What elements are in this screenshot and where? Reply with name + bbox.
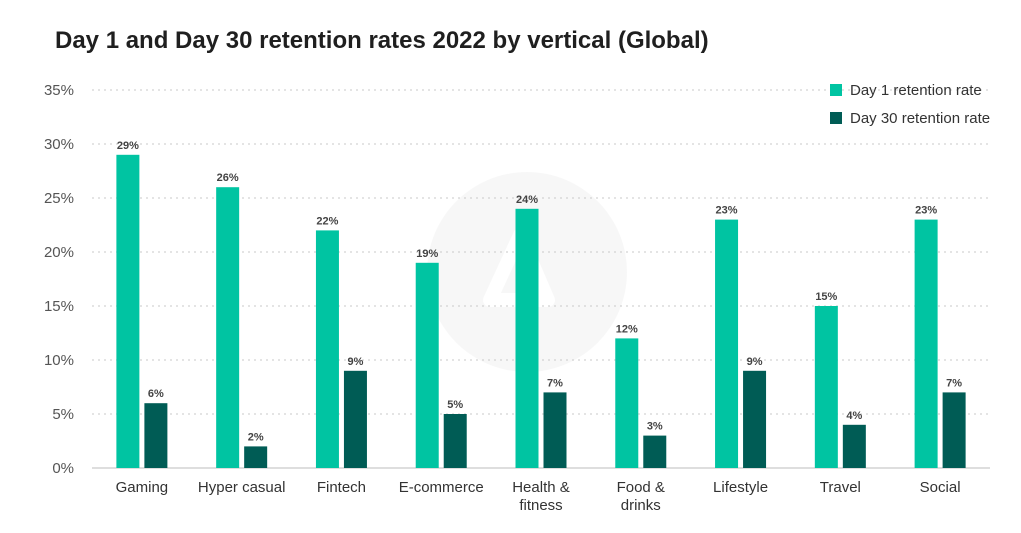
y-tick-label: 10%: [44, 352, 74, 369]
bar-value-label: 12%: [616, 323, 638, 335]
bar-value-label: 3%: [647, 421, 663, 433]
bar: [244, 446, 268, 468]
bar: [814, 306, 838, 468]
bar-value-label: 29%: [117, 140, 139, 152]
legend: Day 1 retention rate Day 30 retention rat…: [830, 82, 990, 127]
y-tick-label: 20%: [44, 244, 74, 261]
bar: [315, 230, 339, 468]
y-tick-label: 15%: [44, 298, 74, 315]
category-label: Hyper casual: [198, 479, 286, 496]
chart-title: Day 1 and Day 30 retention rates 2022 by…: [55, 27, 709, 54]
bar-value-label: 23%: [915, 205, 937, 217]
bar: [343, 370, 367, 468]
bar-value-label: 23%: [716, 205, 738, 217]
bar-value-label: 26%: [217, 172, 239, 184]
category-label: Social: [920, 479, 961, 496]
bar: [543, 392, 567, 468]
category-label: Fintech: [317, 479, 366, 496]
bar-value-label: 24%: [516, 194, 538, 206]
bar: [443, 414, 467, 468]
bar: [415, 262, 439, 468]
category-label: Food & drinks: [617, 479, 665, 514]
bar-value-label: 9%: [747, 356, 763, 368]
category-label: Travel: [820, 479, 861, 496]
x-axis-labels: Gaming Hyper casual Fintech E-commerce Healt…: [116, 479, 961, 514]
category-label: Lifestyle: [713, 479, 768, 496]
bar: [842, 424, 866, 468]
legend-swatch: [830, 112, 842, 124]
bar: [515, 208, 539, 469]
bar: [216, 187, 240, 468]
category-label: E-commerce: [399, 479, 484, 496]
y-tick-label: 5%: [52, 406, 74, 423]
bar: [715, 219, 739, 468]
bar-value-label: 19%: [416, 248, 438, 260]
bar-value-label: 7%: [547, 377, 563, 389]
y-axis: 0% 5% 10% 15% 20% 25% 30% 35%: [44, 82, 74, 477]
bar-value-label: 5%: [447, 399, 463, 411]
bar-value-label: 9%: [347, 356, 363, 368]
bar-value-label: 4%: [846, 410, 862, 422]
gridlines: [92, 89, 990, 469]
category-label: Health & fitness: [512, 479, 570, 514]
y-tick-label: 35%: [44, 82, 74, 99]
bar: [643, 435, 667, 468]
bar: [743, 370, 767, 468]
bar: [615, 338, 639, 468]
bar: [144, 403, 168, 468]
category-label: Gaming: [116, 479, 169, 496]
bar: [942, 392, 966, 468]
bar-value-label: 15%: [815, 291, 837, 303]
bar: [116, 154, 140, 469]
y-tick-label: 30%: [44, 136, 74, 153]
legend-swatch: [830, 84, 842, 96]
bar-value-label: 2%: [248, 431, 264, 443]
bars: 29% 6% 26% 2% 22% 9% 19% 5% 24% 7% 12% 3% 23% 9% 15% 4%…: [116, 140, 966, 469]
y-tick-label: 0%: [52, 460, 74, 477]
bar-value-label: 6%: [148, 388, 164, 400]
legend-label: Day 30 retention rate: [850, 110, 990, 127]
bar: [914, 219, 938, 468]
y-tick-label: 25%: [44, 190, 74, 207]
bar-value-label: 7%: [946, 377, 962, 389]
legend-label: Day 1 retention rate: [850, 82, 982, 99]
bar-value-label: 22%: [316, 215, 338, 227]
